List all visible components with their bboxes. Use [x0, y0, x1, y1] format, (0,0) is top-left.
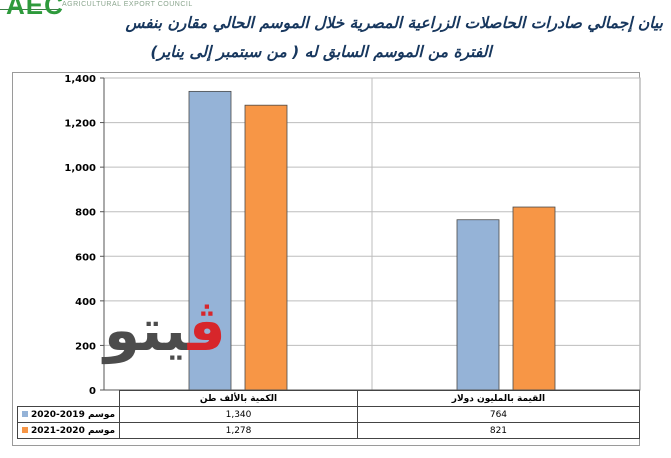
logo-subtitle: AGRICULTURAL EXPORT COUNCIL	[62, 1, 193, 8]
watermark-part-2: يتو	[104, 296, 188, 364]
bar-series-2-category-1	[244, 104, 288, 391]
chart-title-line-2: الفترة من الموسم السابق له ( من سبتمبر إ…	[150, 43, 492, 61]
table-category-header-2: القيمة بالمليون دولار	[356, 390, 641, 407]
table-cell: 1,278	[119, 422, 358, 439]
legend-label-series-1: 2020-2019 موسم	[31, 409, 116, 420]
bar-series-1-category-2	[456, 219, 500, 391]
y-tick-label: 800	[75, 208, 96, 219]
y-tick-label: 200	[75, 341, 96, 352]
table-cell: 764	[356, 406, 641, 423]
table-header-row: الكمية بالألف طن القيمة بالمليون دولار	[17, 390, 641, 407]
legend-entry-series-2: 2021-2020 موسم	[16, 422, 121, 439]
table-row: 2021-2020 موسم 1,278 821	[16, 422, 641, 439]
chart-title-line-1: بيان إجمالي صادرات الحاصلات الزراعية الم…	[125, 14, 663, 32]
header-rule	[0, 9, 60, 10]
legend-swatch-series-2	[22, 427, 28, 433]
watermark: ڤيتو	[104, 296, 226, 364]
y-tick-label: 1,400	[64, 74, 96, 85]
logo: AEC	[6, 0, 64, 20]
table-row: 2020-2019 موسم 1,340 764	[16, 406, 641, 423]
y-tick-label: 600	[75, 252, 96, 263]
table-category-header-1: الكمية بالألف طن	[119, 390, 358, 407]
watermark-part-1: ڤ	[187, 296, 226, 364]
y-tick-label: 400	[75, 297, 96, 308]
legend-swatch-series-1	[22, 411, 28, 417]
data-table: الكمية بالألف طن القيمة بالمليون دولار 2…	[16, 390, 641, 439]
y-tick-label: 1,200	[64, 119, 96, 130]
y-tick-label: 1,000	[64, 163, 96, 174]
table-corner-cell	[17, 390, 121, 407]
table-cell: 821	[356, 422, 641, 439]
legend-entry-series-1: 2020-2019 موسم	[16, 406, 121, 423]
legend-label-series-2: 2021-2020 موسم	[31, 425, 116, 436]
bar-series-2-category-2	[512, 206, 556, 391]
table-cell: 1,340	[119, 406, 358, 423]
